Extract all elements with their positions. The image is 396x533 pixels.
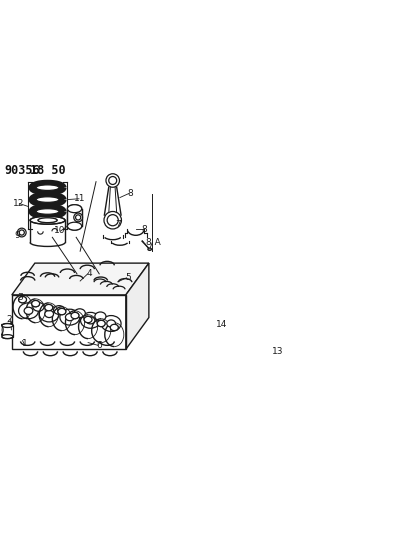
Ellipse shape: [269, 327, 290, 348]
Ellipse shape: [2, 324, 13, 327]
Text: 6: 6: [96, 341, 102, 350]
Ellipse shape: [33, 302, 44, 311]
Text: 7: 7: [115, 220, 121, 229]
Polygon shape: [126, 263, 149, 349]
Ellipse shape: [45, 310, 53, 318]
Ellipse shape: [74, 213, 82, 222]
Ellipse shape: [110, 324, 118, 330]
Ellipse shape: [106, 174, 120, 187]
Ellipse shape: [32, 195, 63, 204]
Text: 11: 11: [74, 194, 86, 203]
Ellipse shape: [0, 324, 1, 335]
Text: 90356: 90356: [5, 164, 40, 177]
Ellipse shape: [107, 320, 116, 327]
Text: 8 A: 8 A: [146, 238, 161, 247]
Ellipse shape: [19, 296, 27, 303]
Text: 4: 4: [86, 269, 92, 278]
Text: 14: 14: [216, 320, 228, 329]
Ellipse shape: [148, 248, 151, 251]
Ellipse shape: [104, 212, 122, 229]
Ellipse shape: [67, 222, 82, 230]
Bar: [2, 326, 13, 337]
Ellipse shape: [86, 317, 95, 324]
Ellipse shape: [107, 215, 118, 226]
Ellipse shape: [19, 230, 24, 235]
Ellipse shape: [32, 183, 63, 192]
Bar: [213, 321, 249, 357]
Text: 9: 9: [15, 231, 20, 240]
Ellipse shape: [76, 215, 81, 220]
Ellipse shape: [32, 301, 40, 307]
Ellipse shape: [30, 216, 65, 224]
Text: 18 50: 18 50: [30, 164, 66, 177]
Ellipse shape: [97, 320, 105, 327]
Ellipse shape: [19, 303, 38, 319]
Ellipse shape: [24, 307, 33, 314]
Ellipse shape: [36, 197, 59, 203]
Ellipse shape: [2, 335, 13, 338]
Ellipse shape: [0, 322, 3, 338]
Ellipse shape: [101, 316, 121, 332]
Text: 13: 13: [272, 347, 284, 356]
Ellipse shape: [36, 209, 59, 214]
Ellipse shape: [38, 218, 57, 223]
Ellipse shape: [271, 329, 288, 346]
Ellipse shape: [32, 207, 63, 216]
Text: 12: 12: [13, 199, 24, 208]
Text: 10: 10: [54, 227, 65, 236]
Ellipse shape: [65, 313, 74, 321]
Ellipse shape: [67, 205, 82, 213]
Text: 2: 2: [7, 315, 12, 324]
Ellipse shape: [109, 176, 117, 184]
Ellipse shape: [80, 312, 101, 328]
Polygon shape: [12, 263, 149, 295]
Ellipse shape: [17, 228, 26, 237]
Text: 8: 8: [142, 225, 147, 234]
Ellipse shape: [58, 309, 66, 315]
Ellipse shape: [45, 304, 53, 311]
Ellipse shape: [266, 324, 293, 351]
Ellipse shape: [71, 312, 79, 319]
Ellipse shape: [84, 317, 92, 322]
Ellipse shape: [36, 185, 59, 190]
Ellipse shape: [60, 309, 80, 325]
Text: 8: 8: [127, 189, 133, 198]
Text: 5: 5: [125, 273, 131, 282]
Ellipse shape: [39, 306, 59, 322]
Text: 1: 1: [23, 340, 28, 348]
Bar: [67, 209, 82, 226]
Bar: [260, 320, 299, 356]
Bar: [12, 295, 126, 349]
Ellipse shape: [53, 305, 65, 314]
Ellipse shape: [95, 312, 106, 321]
Text: 3: 3: [18, 293, 23, 302]
Ellipse shape: [74, 309, 85, 318]
